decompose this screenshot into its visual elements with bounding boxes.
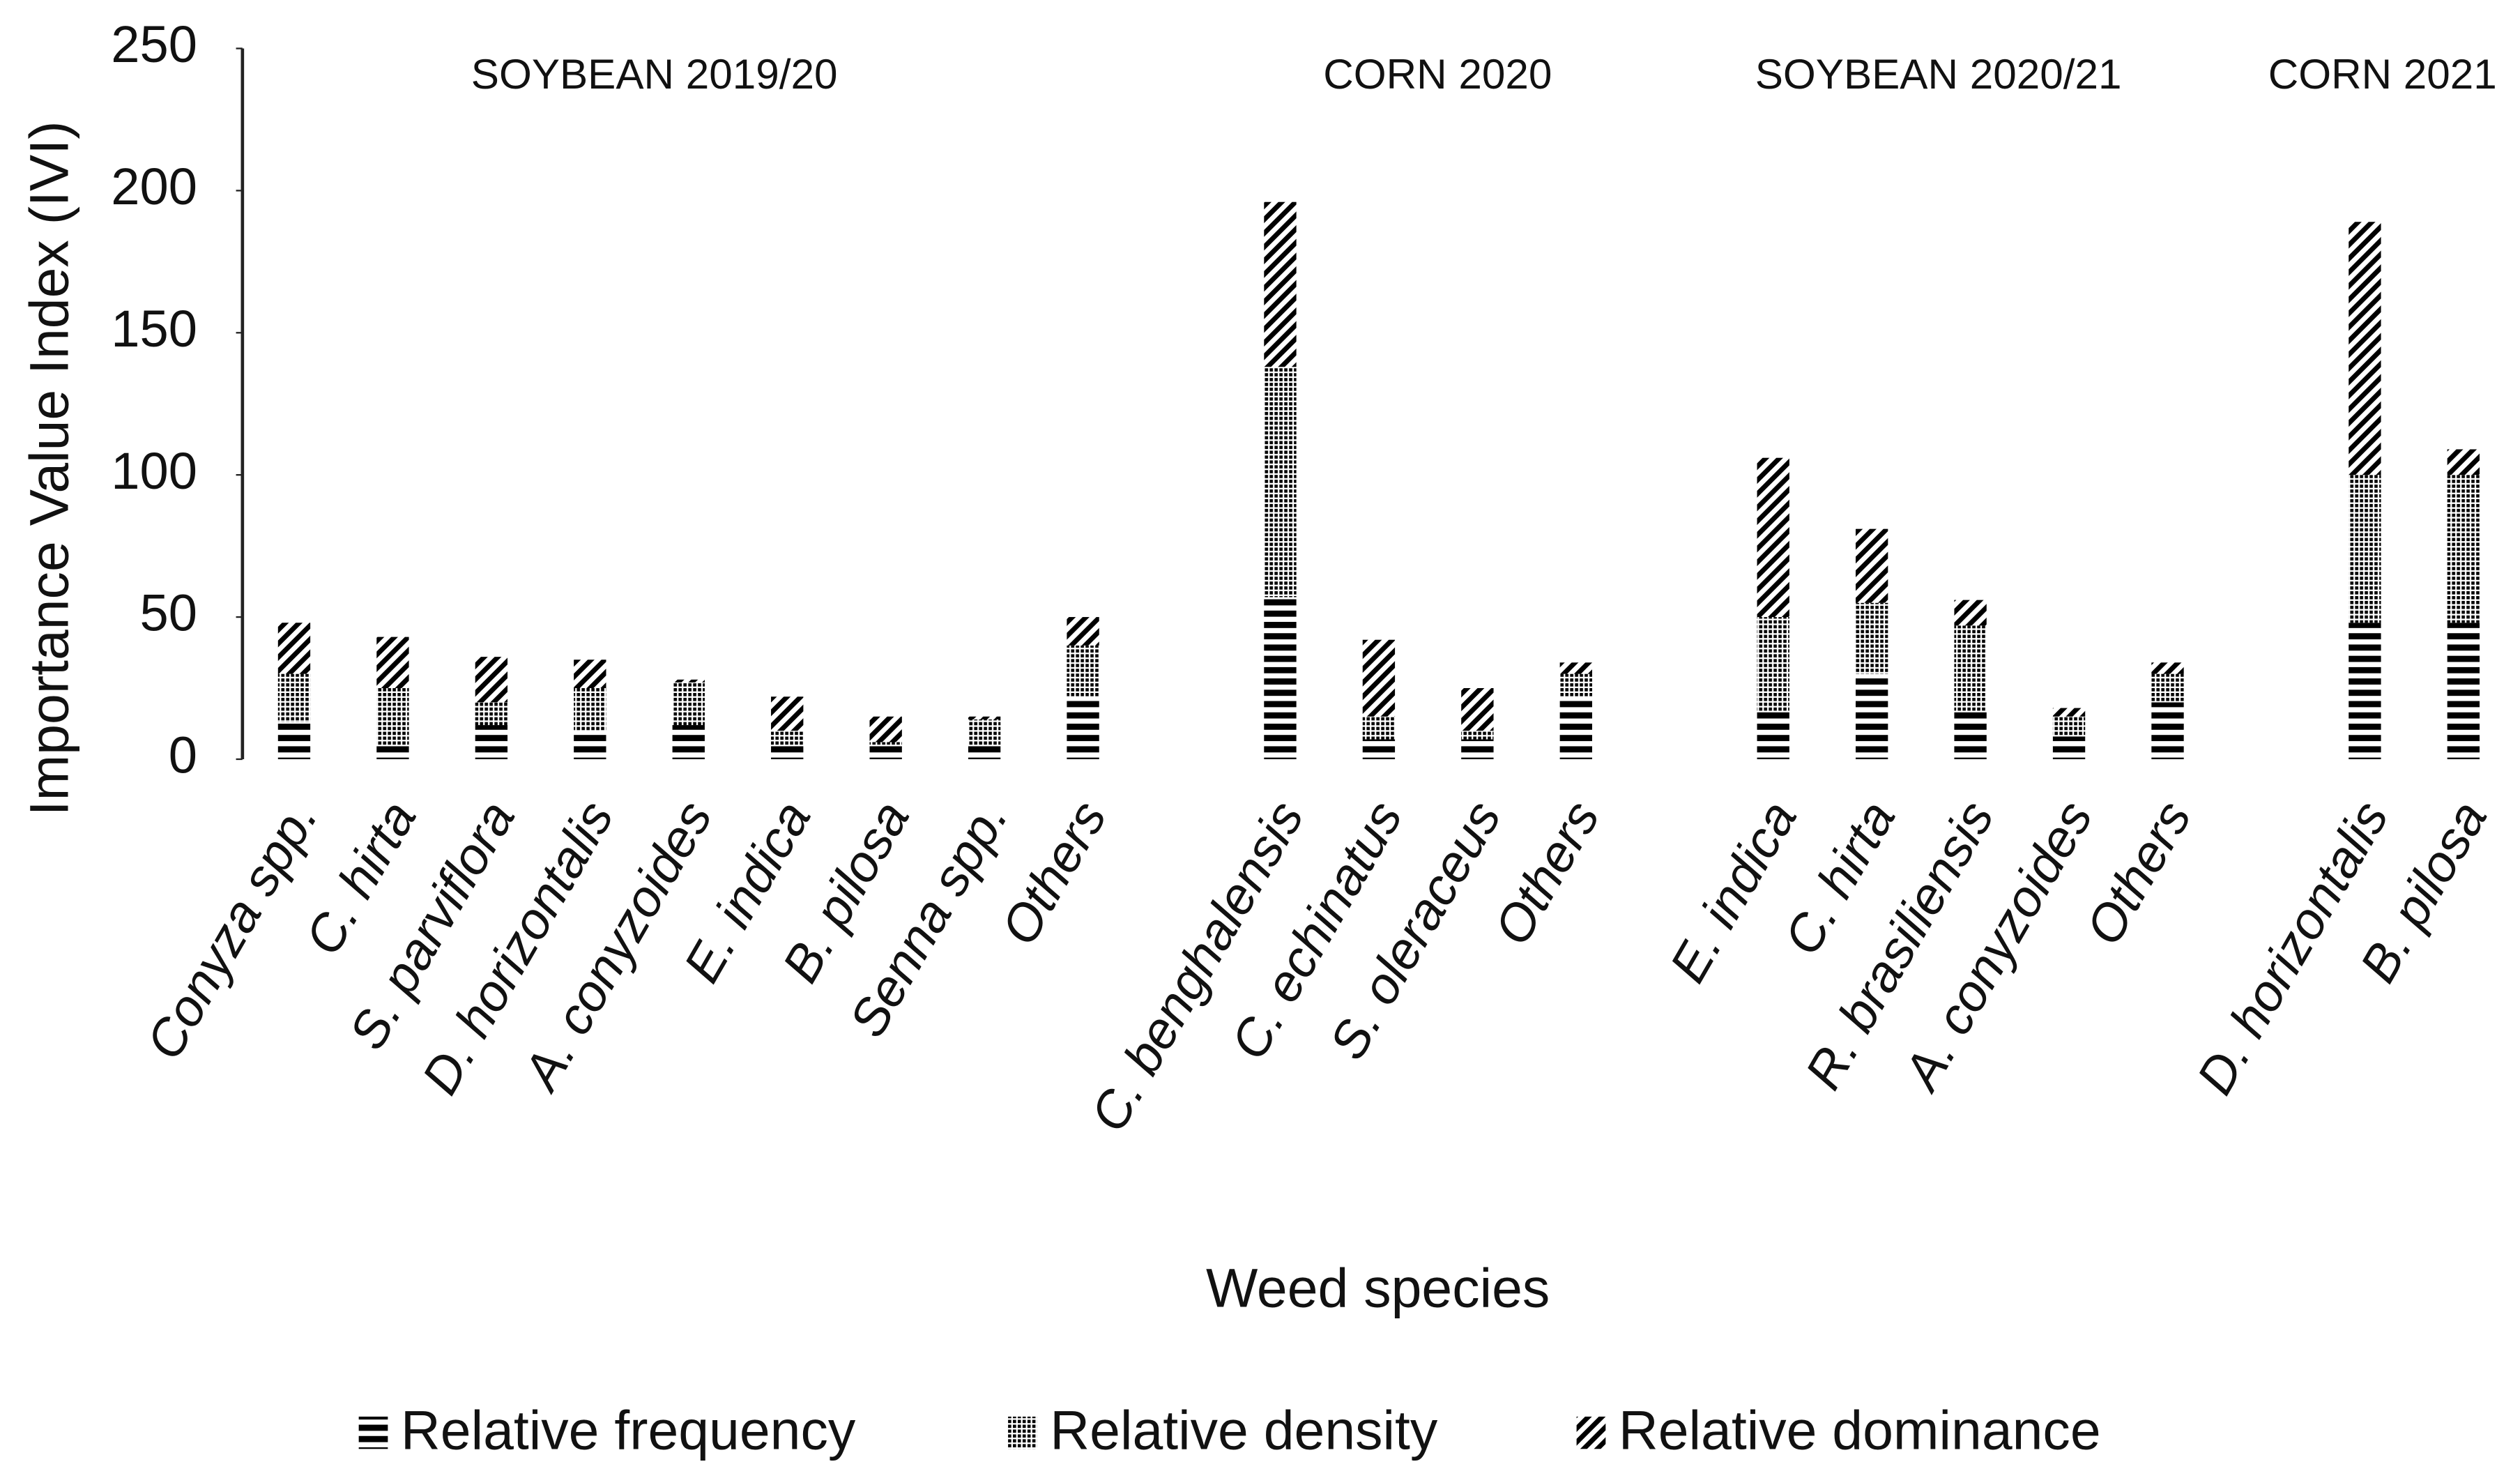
y-tick-label: 250 <box>111 15 197 73</box>
bar-segment <box>1559 673 1592 697</box>
legend-label: Relative density <box>1050 1399 1438 1461</box>
bar-segment <box>1855 602 1888 674</box>
bar-segment <box>2052 716 2086 737</box>
y-tick-label: 100 <box>111 442 197 500</box>
legend-label: Relative dominance <box>1619 1399 2101 1461</box>
bar-segment <box>475 702 508 726</box>
bar-segment <box>574 660 606 689</box>
bar-segment <box>2052 736 2086 759</box>
group-label: SOYBEAN 2020/21 <box>1755 50 2122 98</box>
y-tick-label: 50 <box>140 584 197 642</box>
y-tick-label: 150 <box>111 300 197 358</box>
legend-label: Relative frequency <box>401 1399 856 1461</box>
bar-segment <box>2447 475 2480 623</box>
bar-segment <box>2349 475 2381 623</box>
bar-segment <box>968 745 1001 759</box>
bar-segment <box>376 745 409 759</box>
bar-segment <box>1855 673 1888 759</box>
legend-swatch <box>1576 1416 1606 1449</box>
bar-segment <box>475 725 508 759</box>
y-axis-title: Importance Value Index (IVI) <box>19 121 80 816</box>
bar-segment <box>1855 528 1888 603</box>
bar-segment <box>1067 645 1099 697</box>
bar-segment <box>1461 731 1494 740</box>
bar-segment <box>1067 696 1099 759</box>
bar-segment <box>1954 710 1987 759</box>
bar-segment <box>1264 201 1297 367</box>
bar-segment <box>771 696 804 731</box>
bar-segment <box>475 657 508 703</box>
bar-segment <box>2151 662 2184 674</box>
bar-segment <box>672 682 705 726</box>
bar-segment <box>1757 457 1789 618</box>
group-label: SOYBEAN 2019/20 <box>471 50 838 98</box>
bar-segment <box>1954 600 1987 626</box>
bar-segment <box>1559 662 1592 674</box>
bar-segment <box>869 742 902 745</box>
bar-segment <box>376 688 409 745</box>
bar-segment <box>1362 639 1396 717</box>
bar-segment <box>672 725 705 759</box>
y-tick-label: 0 <box>169 726 197 784</box>
group-label: CORN 2020 <box>1323 50 1552 98</box>
bar-segment <box>1362 739 1396 759</box>
bar-segment <box>1757 710 1789 759</box>
bar-segment <box>1067 617 1099 646</box>
x-axis-title: Weed species <box>1206 1257 1550 1318</box>
bar-segment <box>2447 449 2480 475</box>
x-tick-label: E. indica <box>1658 791 1808 992</box>
y-tick-label: 200 <box>111 158 197 215</box>
bar-segment <box>2349 222 2381 475</box>
bar-segment <box>2151 673 2184 703</box>
bar-segment <box>574 731 606 759</box>
bar-segment <box>1954 625 1987 711</box>
bar-segment <box>2349 623 2381 759</box>
bar-segment <box>2052 708 2086 717</box>
bar-segment <box>869 716 902 742</box>
bar-segment <box>277 722 311 759</box>
bar-segment <box>1559 696 1592 759</box>
bar-segment <box>1757 617 1789 711</box>
bar-segment <box>968 719 1001 745</box>
bar-segment <box>1362 716 1396 740</box>
bar-segment <box>277 673 311 722</box>
bar-segment <box>376 637 409 689</box>
bar-segment <box>2151 702 2184 759</box>
group-label: CORN 2021 <box>2268 50 2497 98</box>
bar-segment <box>2447 623 2480 759</box>
bar-segment <box>672 679 705 683</box>
bar-segment <box>869 745 902 759</box>
bar-segment <box>574 688 606 731</box>
bar-segment <box>1264 367 1297 597</box>
bar-segment <box>968 716 1001 719</box>
legend-swatch <box>1008 1416 1037 1449</box>
legend-swatch <box>358 1416 388 1449</box>
bar-segment <box>1264 597 1297 759</box>
bar-segment <box>771 745 804 759</box>
bar-segment <box>771 731 804 745</box>
bar-segment <box>1461 688 1494 731</box>
bar-segment <box>1461 739 1494 759</box>
bar-segment <box>277 623 311 674</box>
